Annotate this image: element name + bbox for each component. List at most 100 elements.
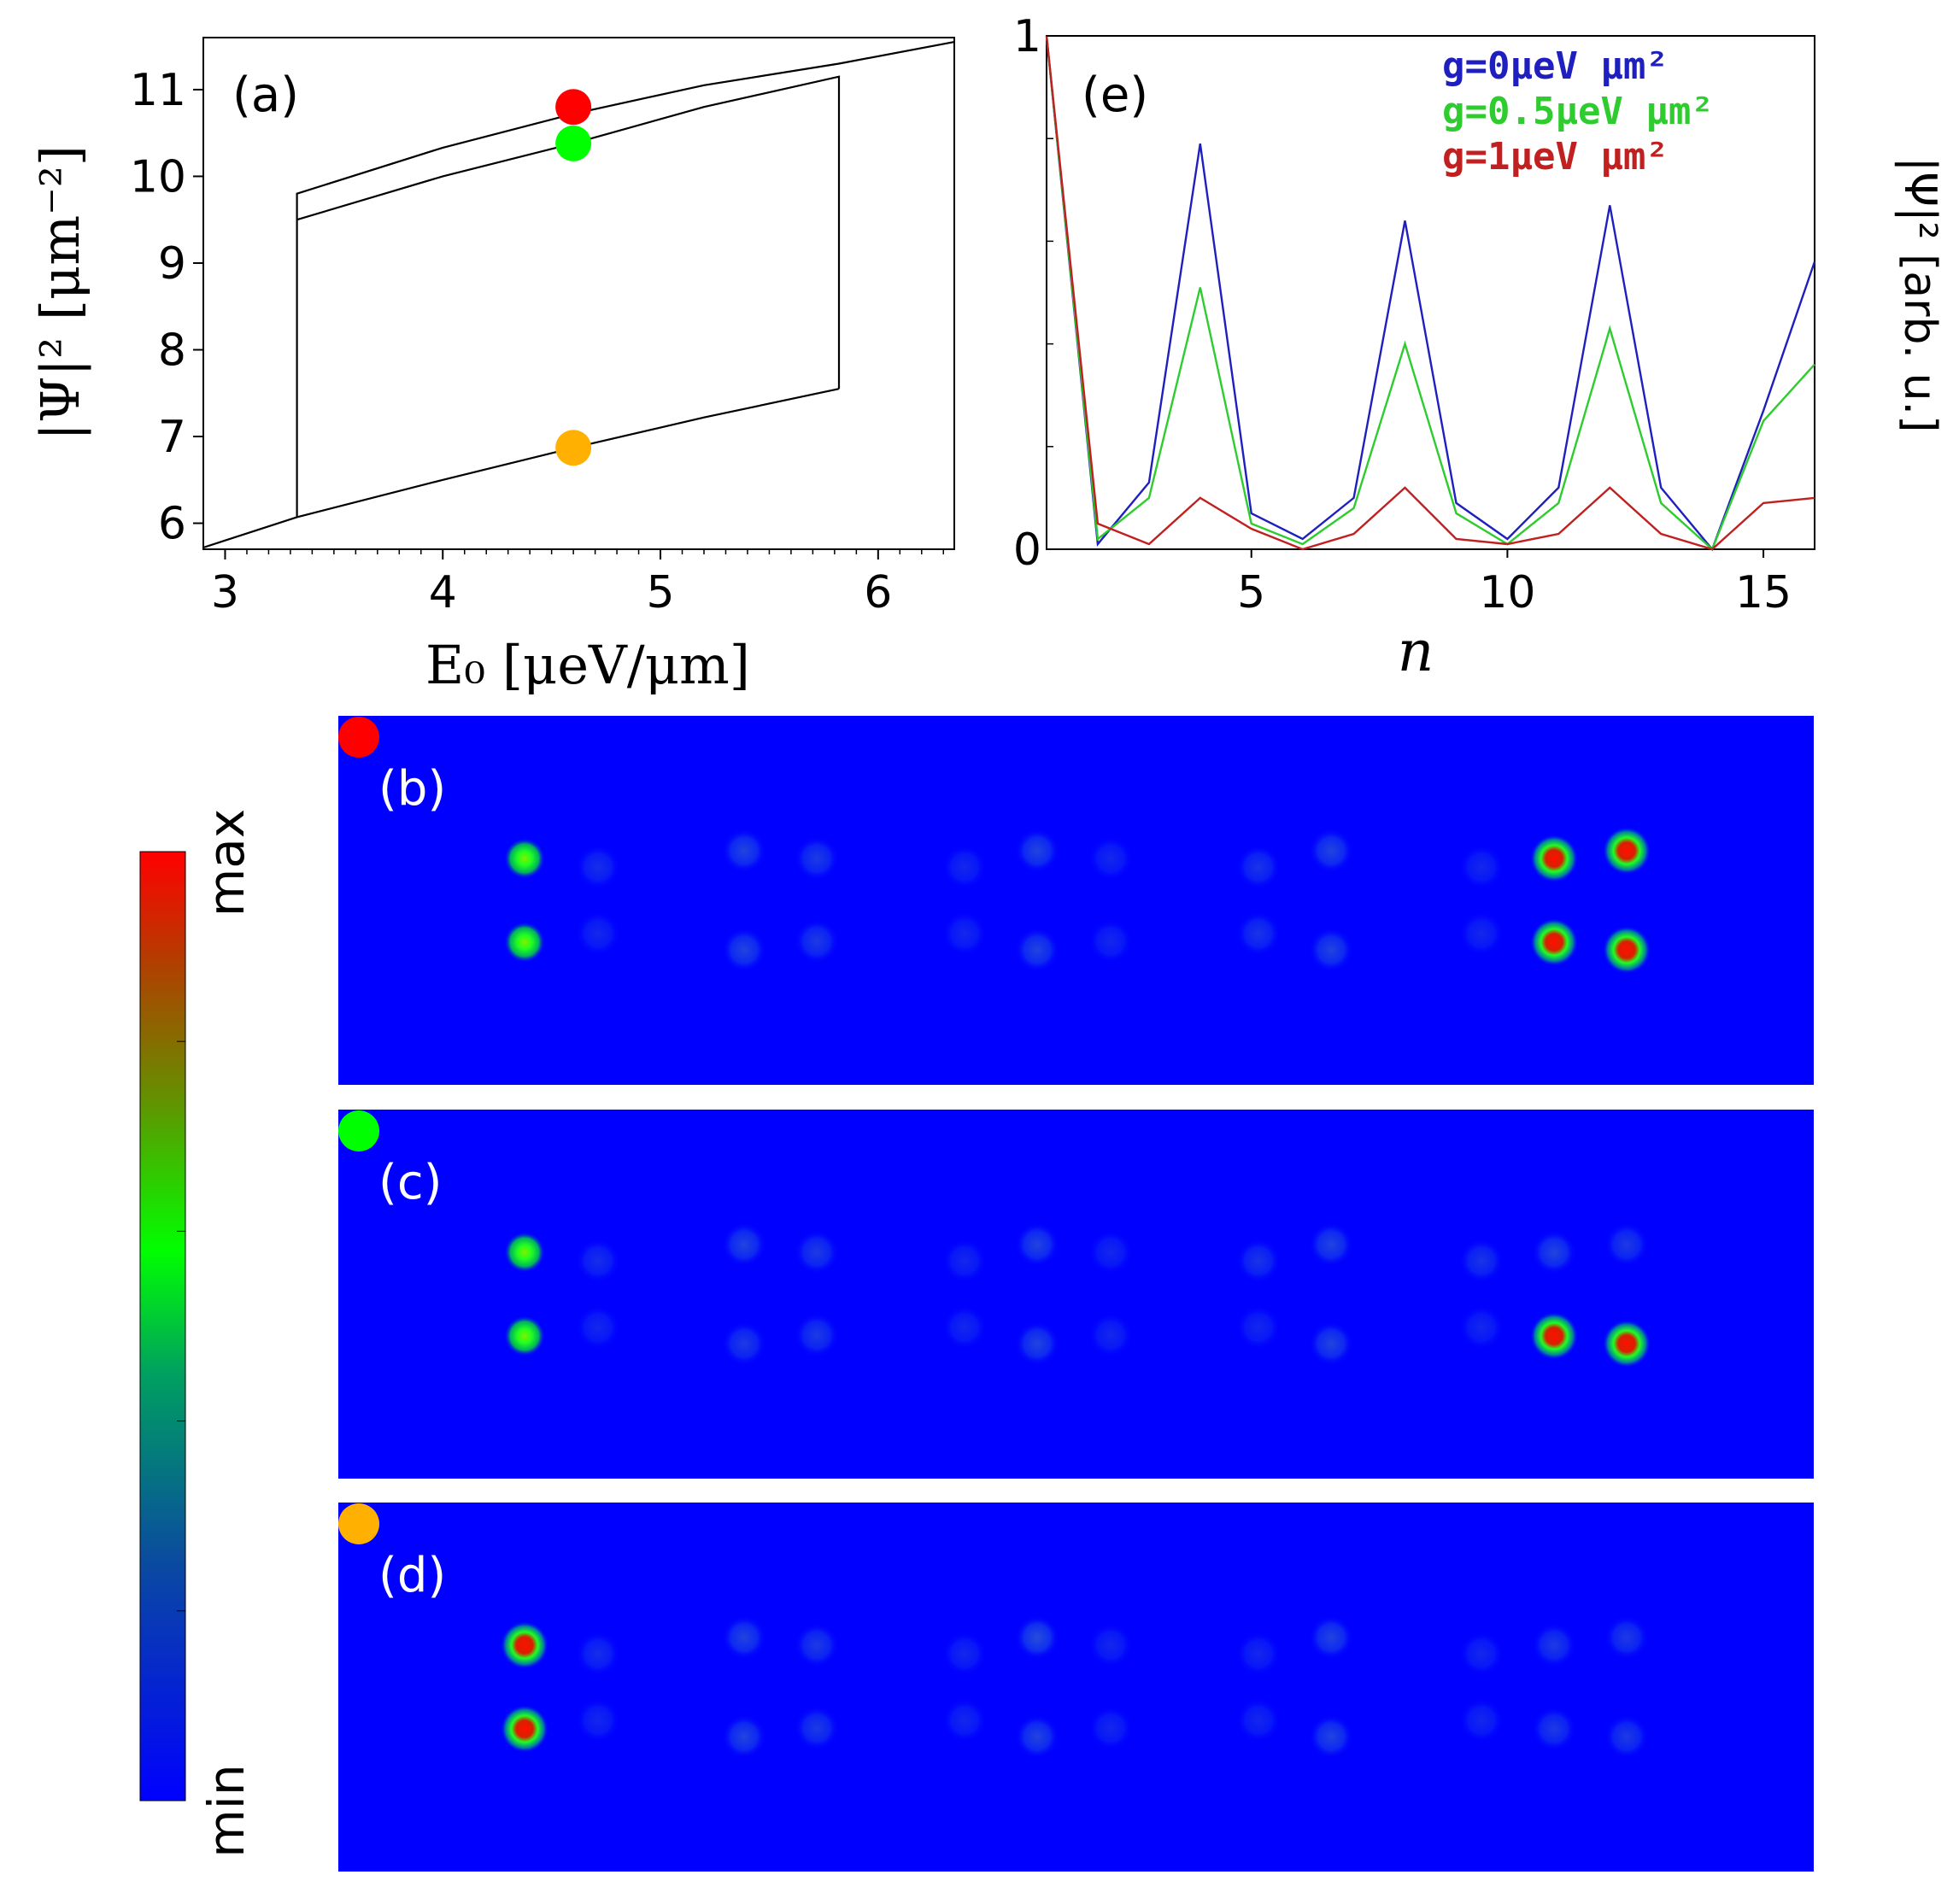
heatmap-bg-d	[338, 1503, 1814, 1872]
heatmap-spot	[1236, 1698, 1281, 1743]
heatmap-bg-c	[338, 1110, 1814, 1479]
heatmap-spot	[1236, 1305, 1281, 1350]
heatmap-spot	[1459, 1632, 1504, 1676]
colorbar-min-label: min	[197, 1764, 255, 1857]
heatmap-spot	[1532, 1230, 1576, 1274]
heatmap-spot	[1603, 827, 1651, 875]
panel-label-a: (a)	[232, 67, 299, 123]
heatmap-spot	[1015, 1714, 1059, 1759]
a-ytick-label: 10	[130, 151, 186, 202]
a-state-marker-0	[555, 89, 592, 126]
e-xtick-label: 15	[1735, 567, 1792, 618]
heatmap-spots-d	[501, 1615, 1649, 1759]
heatmap-panels: (b) (c) (d)	[338, 716, 1814, 1872]
a-xtick-labels: 3 4 5 6	[211, 549, 945, 618]
a-xtick-label: 4	[429, 567, 457, 618]
e-xtick-label: 10	[1479, 567, 1535, 618]
heatmap-spot	[1459, 1305, 1504, 1350]
heatmap-spot	[795, 1230, 839, 1274]
heatmap-spot	[504, 1232, 545, 1273]
colorbar-max-label: max	[197, 809, 255, 917]
heatmap-spot	[1088, 1313, 1133, 1357]
panel-a: 3 4 5 6 6 7 8 9 10 11 (a) E₀ [μeV/μm] |Ψ|² [μm⁻²…	[29, 37, 955, 696]
e-series-line-1	[1045, 35, 1815, 552]
heatmap-spot	[504, 922, 545, 963]
heatmap-spot	[504, 1315, 545, 1356]
heatmap-bg-b	[338, 716, 1814, 1085]
heatmap-spot	[1603, 926, 1651, 974]
heatmap-spot	[1530, 835, 1578, 882]
heatmap-spot	[795, 1706, 839, 1750]
heatmap-spot	[576, 1239, 620, 1283]
panel-label-b: (b)	[378, 761, 446, 817]
e-xtick-labels: 5 10 15	[1237, 549, 1792, 618]
a-state-marker-1	[555, 125, 592, 161]
a-ytick-label: 6	[158, 499, 186, 550]
heatmap-spot	[1309, 829, 1353, 873]
heatmap-panel-d: (d)	[338, 1503, 1814, 1872]
heatmap-spot	[795, 1623, 839, 1667]
panel-e: 5 10 15 01 (e) g=0μeV μm² g=0.5μeV μm² g=1…	[1013, 11, 1945, 684]
heatmap-spot	[1088, 1706, 1133, 1750]
heatmap-spot	[1604, 1222, 1649, 1267]
heatmap-spot	[1088, 1623, 1133, 1667]
heatmap-spot	[942, 1632, 987, 1676]
heatmap-spot	[1604, 1615, 1649, 1660]
panel-label-e: (e)	[1082, 67, 1148, 123]
heatmap-spot	[501, 1621, 548, 1669]
e-series-line-2	[1045, 35, 1815, 551]
a-ytick-label: 7	[158, 412, 186, 463]
heatmap-spot	[722, 1615, 766, 1660]
heatmap-spot	[1459, 1239, 1504, 1283]
heatmap-spot	[1309, 928, 1353, 972]
heatmap-spot	[942, 1698, 987, 1743]
heatmap-spot	[1459, 845, 1504, 889]
a-ytick-label: 11	[130, 65, 186, 116]
heatmap-spot	[1459, 1698, 1504, 1743]
heatmap-spot	[576, 911, 620, 956]
heatmap-spots-b	[504, 827, 1651, 974]
e-xtick-label: 5	[1237, 567, 1265, 618]
heatmap-spot	[1530, 1312, 1578, 1360]
a-ytick-label: 8	[158, 325, 186, 376]
heatmap-spot	[501, 1705, 548, 1753]
a-curve-2	[296, 41, 955, 220]
colorbar: max min	[139, 809, 255, 1858]
heatmap-spot	[1088, 919, 1133, 964]
heatmap-spot	[942, 1305, 987, 1350]
heatmap-panel-b: (b)	[338, 716, 1814, 1085]
heatmap-spot	[722, 1222, 766, 1267]
e-ylabel: |Ψ|² [arb. u.]	[1894, 157, 1945, 433]
heatmap-spot	[1309, 1222, 1353, 1267]
heatmap-spot	[504, 838, 545, 879]
heatmap-spot	[576, 1698, 620, 1743]
heatmap-spot	[942, 845, 987, 889]
heatmap-spot	[576, 1305, 620, 1350]
e-xlabel: n	[1398, 618, 1434, 684]
heatmap-spot	[576, 1632, 620, 1676]
panel-label-c: (c)	[378, 1155, 442, 1210]
a-ylabel: |Ψ|² [μm⁻²]	[29, 145, 91, 441]
a-xtick-label: 5	[646, 567, 674, 618]
heatmap-spot	[1015, 1321, 1059, 1366]
heatmap-spot	[1015, 829, 1059, 873]
heatmap-spot	[795, 919, 839, 964]
marker-dot-c	[338, 1110, 379, 1151]
heatmap-spot	[1309, 1615, 1353, 1660]
heatmap-spot	[1236, 1632, 1281, 1676]
a-markers	[555, 89, 592, 466]
legend-entry-g1: g=1μeV μm²	[1442, 135, 1669, 179]
legend-entry-g0: g=0μeV μm²	[1442, 44, 1669, 88]
heatmap-spots-c	[504, 1222, 1651, 1368]
a-xtick-label: 3	[211, 567, 239, 618]
heatmap-spot	[722, 1714, 766, 1759]
heatmap-spot	[1015, 1222, 1059, 1267]
panel-label-d: (d)	[378, 1548, 446, 1603]
heatmap-spot	[1088, 836, 1133, 881]
a-ytick-labels: 6 7 8 9 10 11	[130, 65, 203, 550]
e-ytick-label: 0	[1013, 524, 1041, 576]
colorbar-gradient	[139, 851, 186, 1801]
e-series-line-0	[1045, 35, 1816, 552]
heatmap-spot	[942, 1239, 987, 1283]
